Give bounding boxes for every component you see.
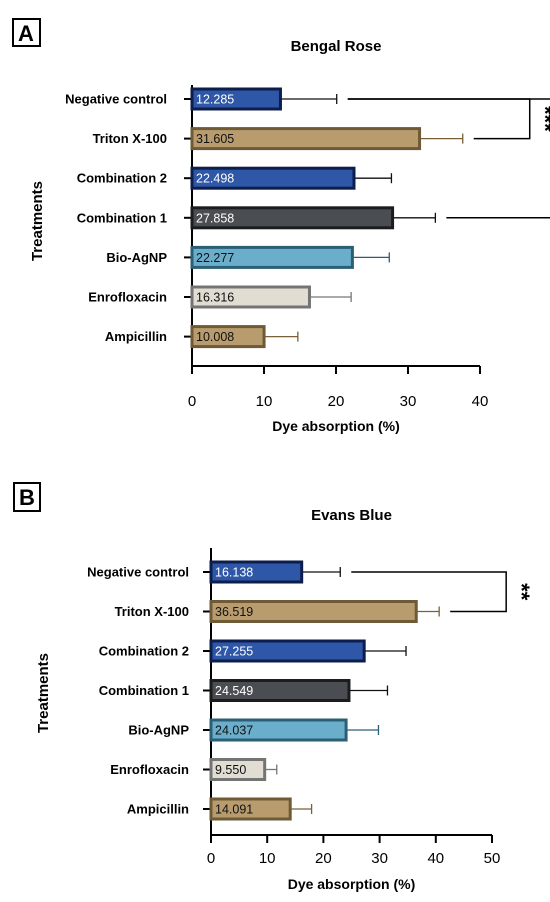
panel-a-value-label-ampicillin: 10.008 xyxy=(196,330,234,344)
panel-b-bar-enrofloxacin xyxy=(209,758,267,781)
panel-a-letter-box xyxy=(12,18,41,47)
panel-b-significance-bracket-1 xyxy=(351,571,507,613)
panel-a-chart: A Bengal Rose Treatments 0 10 20 30 40 Dye absor… xyxy=(12,18,550,434)
panel-b-x-tick-label-20: 20 xyxy=(315,850,332,867)
panel-a-letter: A xyxy=(18,21,34,46)
panel-b-value-label-enrofloxacin: 9.550 xyxy=(215,763,246,777)
panel-b-bar-bio-agnp xyxy=(209,718,348,742)
panel-b-category-label-ampicillin: Ampicillin xyxy=(127,802,189,817)
panel-b-bar-ampicillin xyxy=(209,797,292,821)
panel-a-bar-bio-agnp xyxy=(190,245,354,269)
panel-a-category-label-bio-agnp: Bio-AgNP xyxy=(106,250,167,265)
panel-b-bar-triton-x-100 xyxy=(209,600,418,623)
panel-b-category-label-combination-2: Combination 2 xyxy=(99,644,189,659)
panel-b-bar-combination-1 xyxy=(209,679,351,702)
panel-a-significance-bracket-2 xyxy=(347,98,550,219)
panel-a-value-label-combination-2: 22.498 xyxy=(196,172,234,186)
panel-b-x-tick-label-40: 40 xyxy=(427,850,444,867)
panel-a-category-label-ampicillin: Ampicillin xyxy=(105,329,167,344)
panel-a-bar-combination-2 xyxy=(190,166,356,190)
panel-b-value-label-combination-2: 27.255 xyxy=(215,645,253,659)
panel-b-value-label-triton-x-100: 36.519 xyxy=(215,605,253,619)
panel-b-value-label-negative-control: 16.138 xyxy=(215,566,253,580)
panel-b-x-axis-title: Dye absorption (%) xyxy=(288,876,416,892)
panel-a-y-axis-title: Treatments xyxy=(29,181,46,261)
panel-a-category-label-negative-control: Negative control xyxy=(65,92,167,107)
panel-b-x-tick-label-0: 0 xyxy=(207,850,215,867)
panel-a-category-label-combination-1: Combination 1 xyxy=(77,210,167,225)
panel-b-category-label-bio-agnp: Bio-AgNP xyxy=(128,723,189,738)
panel-a-value-label-bio-agnp: 22.277 xyxy=(196,251,234,265)
panel-b-y-axis-title: Treatments xyxy=(35,653,52,733)
panel-a-value-label-combination-1: 27.858 xyxy=(196,211,234,225)
panel-a-bar-enrofloxacin xyxy=(190,285,311,309)
panel-b-letter: B xyxy=(19,485,35,510)
panel-b-title: Evans Blue xyxy=(311,507,392,524)
panel-b-category-label-negative-control: Negative control xyxy=(87,565,189,580)
panel-a-bar-negative-control xyxy=(190,87,282,111)
panel-a-x-tick-label-20: 20 xyxy=(328,393,345,410)
panel-a-value-label-triton-x-100: 31.605 xyxy=(196,132,234,146)
panel-b-x-tick-label-10: 10 xyxy=(259,850,276,867)
panel-b-category-label-enrofloxacin: Enrofloxacin xyxy=(110,762,189,777)
panel-a-category-label-triton-x-100: Triton X-100 xyxy=(93,131,167,146)
panel-a-x-tick-label-30: 30 xyxy=(400,393,417,410)
panel-a-x-axis-title: Dye absorption (%) xyxy=(272,418,400,434)
panel-a-significance-label-1: *** xyxy=(533,106,550,132)
panel-a-bar-ampicillin xyxy=(190,325,266,349)
panel-b-value-label-combination-1: 24.549 xyxy=(215,684,253,698)
panel-b-chart: B Evans Blue Treatments 0 10 20 30 40 50 Dye abso… xyxy=(13,482,534,892)
panel-a-value-label-enrofloxacin: 16.316 xyxy=(196,291,234,305)
panel-a-value-label-negative-control: 12.285 xyxy=(196,93,234,107)
panel-a-title: Bengal Rose xyxy=(291,38,382,55)
panel-b-significance-label-1: ** xyxy=(509,583,534,601)
panel-a-category-label-enrofloxacin: Enrofloxacin xyxy=(88,290,167,305)
panel-a-bar-combination-1 xyxy=(190,206,395,230)
panel-b-category-label-triton-x-100: Triton X-100 xyxy=(115,604,189,619)
panel-b-x-tick-label-30: 30 xyxy=(371,850,388,867)
panel-b-category-label-combination-1: Combination 1 xyxy=(99,683,189,698)
panel-b-value-label-bio-agnp: 24.037 xyxy=(215,724,253,738)
panel-a-category-label-combination-2: Combination 2 xyxy=(77,171,167,186)
panel-b-letter-box xyxy=(13,482,41,512)
panel-a-x-tick-label-40: 40 xyxy=(472,393,489,410)
panel-a-bar-triton-x-100 xyxy=(190,127,422,151)
panel-b-bar-combination-2 xyxy=(209,639,366,663)
panel-b-bar-negative-control xyxy=(209,560,304,584)
panel-a-x-tick-label-10: 10 xyxy=(256,393,273,410)
panel-b-x-tick-label-50: 50 xyxy=(484,850,501,867)
panel-a-x-tick-label-0: 0 xyxy=(188,393,196,410)
panel-b-value-label-ampicillin: 14.091 xyxy=(215,803,253,817)
